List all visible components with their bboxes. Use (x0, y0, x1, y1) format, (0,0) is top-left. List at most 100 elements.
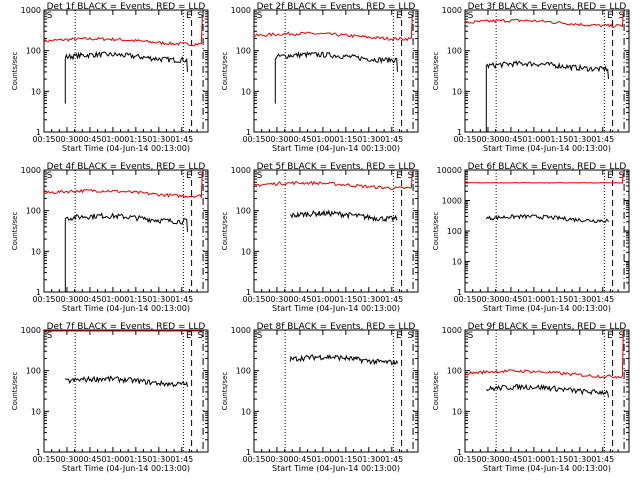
x-tick-label: 00:15 (32, 295, 55, 304)
y-tick-label: 10 (452, 258, 462, 267)
lld-series-line (464, 172, 624, 184)
x-tick-label: 01:15 (124, 135, 147, 144)
x-axis-label: Start Time (04-Jun-14 00:13:00) (483, 304, 611, 313)
x-tick-label: 01:15 (334, 455, 357, 464)
marker-s: S (257, 11, 263, 21)
marker-s: S (47, 11, 53, 21)
marker-e: E (607, 11, 613, 21)
y-axis-label: Counts/sec (221, 52, 229, 91)
x-tick-label: 01:45 (170, 135, 193, 144)
y-tick-label: 1000 (231, 326, 251, 335)
events-series-line (289, 209, 398, 223)
marker-s: S (257, 171, 263, 181)
x-tick-label: 01:15 (545, 295, 568, 304)
x-tick-label: 00:15 (453, 135, 476, 144)
chart-title: Det 8f BLACK = Events, RED = LLD (257, 322, 416, 332)
x-tick-label: 00:15 (453, 455, 476, 464)
marker-s: S (468, 11, 474, 21)
x-tick-label: 01:30 (357, 295, 380, 304)
x-tick-label: 00:30 (55, 295, 78, 304)
marker-e: E (186, 11, 192, 21)
lld-series-line (43, 171, 203, 200)
x-tick-label: 00:45 (288, 295, 311, 304)
marker-s: S (619, 331, 625, 341)
y-tick-label: 1 (246, 288, 251, 297)
chart-title: Det 2f BLACK = Events, RED = LLD (257, 2, 416, 12)
chart-title: Det 1f BLACK = Events, RED = LLD (47, 2, 206, 12)
chart-panel-8: Det 8f BLACK = Events, RED = LLD 1 10 100 10… (221, 322, 419, 473)
x-tick-label: 00:30 (476, 295, 499, 304)
x-tick-label: 00:30 (265, 135, 288, 144)
plot-frame (464, 329, 630, 453)
lld-series-line (253, 171, 413, 190)
marker-e: E (186, 171, 192, 181)
x-tick-label: 00:15 (242, 455, 265, 464)
y-tick-label: 10 (241, 247, 251, 256)
y-tick-label: 10 (452, 407, 462, 416)
x-tick-label: 01:15 (124, 295, 147, 304)
x-tick-label: 01:00 (522, 455, 545, 464)
events-series-line (65, 375, 188, 388)
marker-e: E (607, 331, 613, 341)
plot-frame (43, 329, 209, 453)
chart-title: Det 6f BLACK = Events, RED = LLD (468, 162, 627, 172)
chart-panel-4: Det 4f BLACK = Events, RED = LLD 1 10 100 10… (11, 162, 209, 313)
y-tick-label: 10 (241, 87, 251, 96)
x-tick-label: 01:45 (380, 135, 403, 144)
y-tick-label: 100 (447, 227, 462, 236)
x-tick-label: 01:30 (568, 135, 591, 144)
x-tick-label: 01:30 (568, 455, 591, 464)
plot-frame (464, 9, 630, 133)
y-tick-label: 1000 (231, 6, 251, 15)
y-tick-label: 10 (241, 407, 251, 416)
x-tick-label: 01:45 (170, 295, 193, 304)
x-tick-label: 00:45 (78, 135, 101, 144)
x-tick-label: 00:30 (476, 455, 499, 464)
chart-panel-1: Det 1f BLACK = Events, RED = LLD 1 10 100 10… (11, 2, 209, 153)
x-tick-label: 00:15 (242, 295, 265, 304)
chart-panel-9: Det 9f BLACK = Events, RED = LLD 1 10 100 10… (432, 322, 630, 473)
y-tick-label: 100 (236, 47, 251, 56)
x-tick-label: 01:00 (101, 135, 124, 144)
x-axis-label: Start Time (04-Jun-14 00:13:00) (272, 464, 400, 473)
y-tick-label: 1 (457, 288, 462, 297)
x-tick-label: 00:30 (55, 455, 78, 464)
plot-frame (43, 9, 209, 133)
x-tick-label: 00:45 (288, 455, 311, 464)
marker-s: S (619, 171, 625, 181)
y-tick-label: 10 (31, 247, 41, 256)
x-tick-label: 01:00 (522, 295, 545, 304)
x-tick-label: 01:15 (124, 455, 147, 464)
chart-panel-5: Det 5f BLACK = Events, RED = LLD 1 10 100 10… (221, 162, 419, 313)
x-tick-label: 00:45 (288, 135, 311, 144)
x-tick-label: 00:30 (265, 295, 288, 304)
y-tick-label: 1000 (21, 326, 41, 335)
marker-s: S (47, 171, 53, 181)
x-tick-label: 01:15 (334, 295, 357, 304)
y-tick-label: 1000 (442, 6, 462, 15)
marker-e: E (607, 171, 613, 181)
y-axis-label: Counts/sec (11, 372, 19, 411)
x-tick-label: 00:45 (499, 455, 522, 464)
x-tick-label: 01:00 (101, 295, 124, 304)
x-tick-label: 00:45 (78, 295, 101, 304)
chart-panel-6: Det 6f BLACK = Events, RED = LLD 1 10 100 10… (432, 162, 630, 313)
marker-s: S (408, 331, 414, 341)
x-tick-label: 00:45 (499, 135, 522, 144)
y-tick-label: 10 (452, 87, 462, 96)
x-tick-label: 01:30 (147, 455, 170, 464)
chart-panel-2: Det 2f BLACK = Events, RED = LLD 1 10 100 10… (221, 2, 419, 153)
x-tick-label: 01:30 (147, 295, 170, 304)
y-tick-label: 100 (26, 207, 41, 216)
chart-title: Det 3f BLACK = Events, RED = LLD (468, 2, 627, 12)
x-tick-label: 01:30 (357, 135, 380, 144)
plot-frame (43, 169, 209, 293)
x-tick-label: 01:00 (101, 455, 124, 464)
x-tick-label: 01:00 (311, 135, 334, 144)
marker-e: E (396, 171, 402, 181)
x-tick-label: 01:00 (311, 295, 334, 304)
events-series-line (485, 214, 609, 224)
y-tick-label: 10 (31, 407, 41, 416)
marker-e: E (396, 331, 402, 341)
